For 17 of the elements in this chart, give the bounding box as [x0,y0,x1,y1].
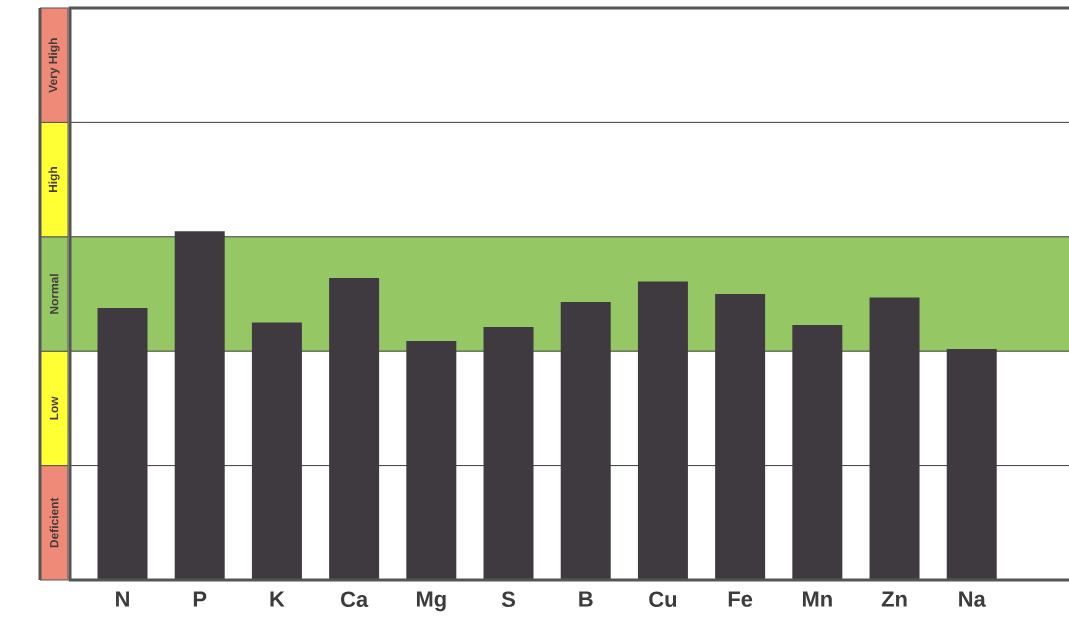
x-tick-label: S [501,591,515,608]
x-tick-label: B [579,591,593,607]
x-tick-label: K [270,591,285,607]
x-tick-label: N [116,591,129,607]
text: High [48,167,60,193]
band-label: Normal [49,274,59,314]
x-tick-label: Cu [649,591,677,608]
x-tick-label: Na [959,591,986,607]
x-tick-label: Ca [341,591,369,608]
x-tick-label: Fe [728,591,753,607]
x-tick-label: P [193,591,207,607]
x-tick-label: Mg [416,591,446,612]
text: Very High [48,38,60,93]
text: Deficient [49,497,59,548]
x-tick-label: Zn [881,591,907,607]
text: Low [49,396,59,420]
x-tick-label: Mn [802,591,832,607]
